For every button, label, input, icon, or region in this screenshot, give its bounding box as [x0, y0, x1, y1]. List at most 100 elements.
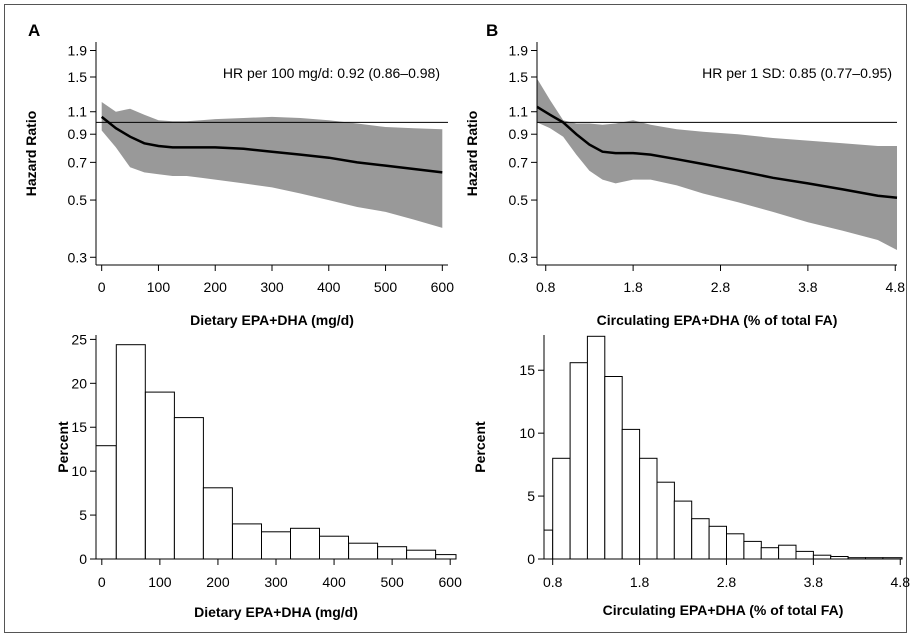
hr-annotation: HR per 100 mg/d: 0.92 (0.86–0.98) — [223, 65, 440, 81]
histogram-bar — [743, 540, 762, 560]
histogram-bar — [586, 335, 606, 560]
histogram-bar — [812, 554, 832, 560]
histogram-bar — [708, 525, 727, 560]
histogram-bar — [95, 445, 117, 560]
y-tick-label: 1.5 — [509, 69, 529, 85]
x-tick-label: 100 — [148, 574, 172, 590]
y-tick-label: 1.9 — [68, 43, 88, 59]
histogram-bar — [621, 428, 641, 560]
x-tick-label: 1.8 — [623, 279, 643, 295]
histogram-bar — [144, 391, 175, 560]
y-tick-label: 0.5 — [509, 192, 529, 208]
histogram-bar — [232, 523, 262, 560]
histogram-bar — [290, 527, 320, 560]
x-tick-label: 4.8 — [891, 574, 911, 590]
x-axis-label: Dietary EPA+DHA (mg/d) — [190, 312, 354, 328]
y-tick-label: 0.5 — [68, 192, 88, 208]
y-tick-label: 15 — [519, 362, 535, 378]
y-tick-label: 15 — [71, 419, 87, 435]
hazard-ratio-curve — [536, 105, 898, 200]
histogram-bar — [604, 376, 623, 560]
figure-frame — [4, 4, 907, 633]
x-tick-label: 200 — [206, 574, 230, 590]
hazard-ratio-curve — [100, 115, 443, 174]
x-tick-label: 0.8 — [536, 279, 556, 295]
histogram-bar — [673, 500, 693, 560]
y-tick-label: 10 — [71, 463, 87, 479]
y-tick-label: 0.9 — [509, 126, 529, 142]
histogram-bar — [726, 533, 745, 560]
histogram-bar — [760, 547, 780, 560]
histogram-bar — [569, 362, 588, 560]
x-tick-label: 400 — [317, 279, 341, 295]
b-top-panel: HR per 1 SD: 0.85 (0.77–0.95) 0.3 0.5 0.7 0.… — [464, 42, 905, 328]
histogram-bar — [115, 344, 146, 560]
y-tick-label: 5 — [527, 488, 535, 504]
y-axis-label: Hazard Ratio — [464, 111, 480, 197]
x-tick-label: 500 — [380, 574, 404, 590]
histogram-bar — [348, 542, 379, 560]
histogram-bar — [691, 518, 710, 560]
x-tick-label: 1.8 — [630, 574, 650, 590]
histogram-bar — [406, 549, 437, 560]
y-tick-label: 1.1 — [68, 104, 88, 120]
y-tick-label: 1.1 — [509, 104, 529, 120]
histogram-bar — [319, 535, 349, 560]
x-tick-label: 4.8 — [886, 279, 906, 295]
x-tick-label: 3.8 — [798, 279, 818, 295]
y-axis-label: Percent — [55, 421, 71, 473]
histogram-bar — [778, 544, 797, 560]
y-tick-label: 1.5 — [68, 69, 88, 85]
confidence-band — [101, 102, 443, 228]
x-axis-label: Dietary EPA+DHA (mg/d) — [194, 604, 358, 620]
histogram-bar — [639, 457, 658, 560]
panel-letter: B — [486, 21, 498, 40]
a-bottom-panel: 0 5 10 15 20 25 0 100 200 300 400 500 600 Dietary EPA… — [55, 331, 462, 620]
y-tick-label: 0.7 — [68, 154, 88, 170]
y-tick-label: 5 — [79, 507, 87, 523]
y-tick-label: 0 — [79, 551, 87, 567]
histogram-bar — [435, 554, 457, 560]
x-tick-label: 300 — [260, 279, 284, 295]
histogram-bar — [552, 457, 571, 560]
a-top-panel: HR per 100 mg/d: 0.92 (0.86–0.98) 0.3 0.5 0… — [23, 42, 454, 328]
y-axis-label: Hazard Ratio — [23, 111, 39, 197]
x-tick-label: 600 — [439, 574, 463, 590]
x-tick-label: 3.8 — [804, 574, 824, 590]
histogram-bar — [377, 546, 408, 560]
histogram-bar — [202, 487, 233, 560]
x-tick-label: 200 — [204, 279, 228, 295]
histogram-bar — [543, 529, 554, 560]
y-tick-label: 0.9 — [68, 126, 88, 142]
y-tick-label: 10 — [519, 425, 535, 441]
y-tick-label: 0.7 — [509, 154, 529, 170]
histogram-bar — [173, 417, 204, 560]
confidence-band — [537, 78, 897, 250]
y-tick-label: 0.3 — [68, 249, 88, 265]
b-bottom-panel: 0 5 10 15 0.8 1.8 2.8 3.8 4.8 Circulating EPA+DHA… — [472, 335, 910, 618]
x-tick-label: 300 — [264, 574, 288, 590]
histogram-bar — [261, 531, 291, 560]
x-tick-label: 600 — [431, 279, 455, 295]
y-axis-label: Percent — [472, 421, 488, 473]
y-tick-label: 20 — [71, 375, 87, 391]
y-tick-label: 0.3 — [509, 249, 529, 265]
histogram-bar — [795, 550, 814, 560]
x-tick-label: 0 — [98, 574, 106, 590]
y-tick-label: 0 — [527, 551, 535, 567]
x-tick-label: 0 — [98, 279, 106, 295]
x-axis-label: Circulating EPA+DHA (% of total FA) — [597, 312, 838, 328]
x-tick-label: 2.8 — [711, 279, 731, 295]
x-axis-label: Circulating EPA+DHA (% of total FA) — [603, 602, 844, 618]
x-tick-label: 400 — [322, 574, 346, 590]
x-tick-label: 0.8 — [543, 574, 563, 590]
hr-annotation: HR per 1 SD: 0.85 (0.77–0.95) — [702, 65, 892, 81]
histogram-bar — [656, 481, 675, 560]
x-tick-label: 100 — [147, 279, 171, 295]
y-tick-label: 25 — [71, 331, 87, 347]
x-tick-label: 2.8 — [717, 574, 737, 590]
panel-letter: A — [28, 21, 40, 40]
x-tick-label: 500 — [374, 279, 398, 295]
y-tick-label: 1.9 — [509, 43, 529, 59]
